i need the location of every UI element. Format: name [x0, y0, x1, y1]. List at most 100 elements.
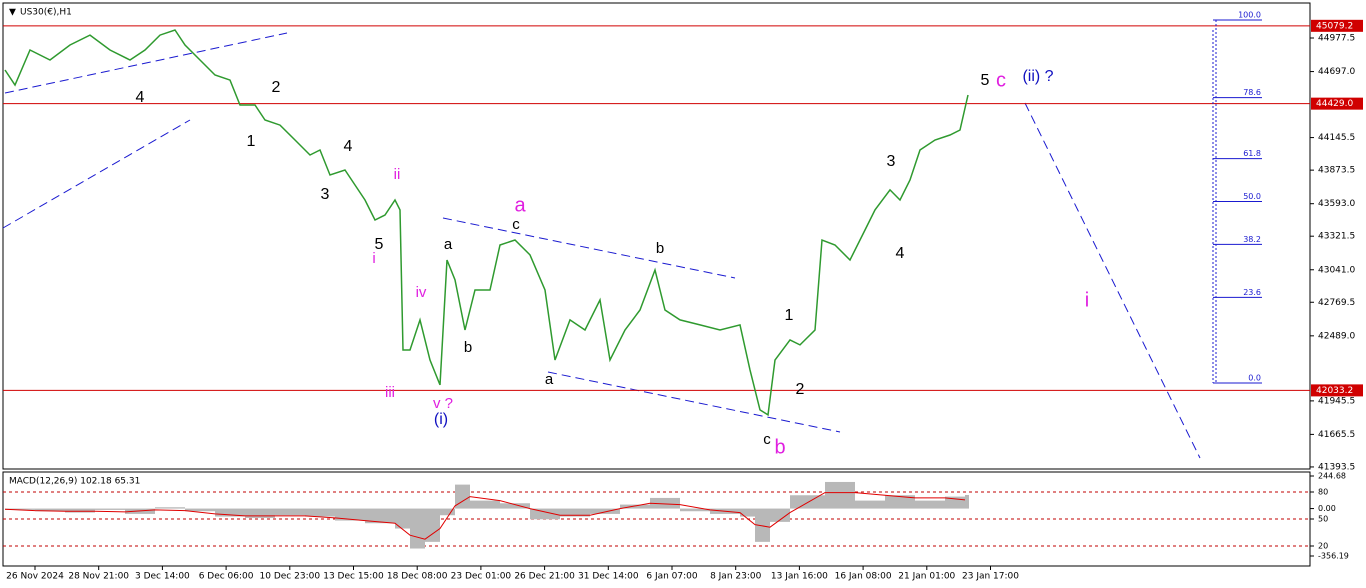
- x-tick-label: 26 Nov 2024: [6, 572, 64, 582]
- macd-signal: [4, 492, 966, 540]
- macd-bar: [215, 508, 245, 517]
- wave-label: a: [514, 194, 526, 216]
- y-tick-label: 42769.5: [1318, 298, 1355, 308]
- wave-label: 4: [896, 245, 905, 262]
- macd-bar: [855, 500, 885, 509]
- wave-label: iv: [416, 284, 427, 301]
- macd-tick-label: 20: [1318, 542, 1328, 551]
- trendlines: [2, 32, 1201, 459]
- x-tick-label: 3 Dec 14:00: [135, 572, 190, 582]
- x-tick-label: 10 Dec 23:00: [260, 572, 321, 582]
- trendline: [442, 217, 736, 279]
- wave-label: c: [512, 216, 520, 233]
- y-tick-label: 41393.5: [1318, 462, 1355, 472]
- x-tick-label: 13 Dec 15:00: [323, 572, 384, 582]
- macd-bar: [5, 508, 35, 510]
- macd-bar: [885, 495, 915, 509]
- y-tick-label: 43593.0: [1318, 199, 1355, 209]
- fib-label: 38.2: [1243, 235, 1261, 244]
- x-tick-label: 31 Dec 14:00: [578, 572, 639, 582]
- macd-tick-label: 80: [1318, 488, 1328, 497]
- level-box: [1311, 19, 1363, 32]
- fib-label: 61.8: [1243, 149, 1261, 158]
- fib-label: 100.0: [1238, 11, 1261, 20]
- wave-label: c: [996, 69, 1006, 91]
- macd-bar: [680, 508, 710, 512]
- macd-bar: [965, 494, 969, 509]
- macd-bar: [395, 508, 410, 529]
- wave-label: 4: [136, 89, 145, 106]
- symbol-arrow: ▼: [9, 8, 16, 18]
- x-tick-label: 6 Jan 07:00: [646, 572, 698, 582]
- macd-tick-label: -356.19: [1318, 552, 1349, 561]
- macd-bar: [620, 504, 650, 509]
- wave-label: a: [444, 236, 453, 253]
- trendline: [2, 119, 191, 229]
- chart-title: US30(€),H1: [20, 8, 72, 18]
- macd-bar: [740, 508, 755, 517]
- macd-bar: [155, 507, 185, 509]
- wave-label: 3: [321, 186, 330, 203]
- trendline: [4, 32, 288, 94]
- wave-label: 1: [247, 133, 256, 150]
- macd-bar: [500, 503, 530, 509]
- x-tick-label: 28 Nov 21:00: [68, 572, 129, 582]
- macd-bar: [455, 484, 470, 509]
- macd-title: MACD(12,26,9) 102.18 65.31: [9, 477, 140, 487]
- y-tick-label: 41665.5: [1318, 430, 1355, 440]
- x-tick-label: 21 Jan 01:00: [898, 572, 955, 582]
- wave-label: i: [372, 250, 375, 267]
- fib-label: 50.0: [1243, 192, 1261, 201]
- macd-bar: [275, 508, 305, 516]
- macd-bar: [335, 508, 365, 521]
- fib-label: 78.6: [1243, 88, 1261, 97]
- level-box: [1311, 384, 1363, 397]
- y-tick-label: 42489.0: [1318, 331, 1355, 341]
- y-tick-label: 43321.5: [1318, 232, 1355, 242]
- macd-bar: [440, 508, 455, 516]
- macd-bar: [825, 481, 855, 509]
- macd-bar: [410, 508, 425, 549]
- wave-label: b: [656, 240, 664, 257]
- level-label: 42033.2: [1316, 386, 1353, 396]
- wave-label: b: [464, 339, 472, 356]
- x-tick-label: 18 Dec 08:00: [387, 572, 448, 582]
- wave-label: ii: [394, 166, 401, 183]
- wave-label: c: [763, 431, 771, 448]
- fib-label: 0.0: [1248, 374, 1261, 383]
- wave-label: v ?: [433, 395, 453, 412]
- macd-bar: [470, 500, 500, 509]
- x-tick-label: 16 Jan 08:00: [835, 572, 892, 582]
- wave-label: 5: [375, 236, 384, 253]
- macd-bar: [305, 508, 335, 517]
- y-tick-label: 43873.5: [1318, 166, 1355, 176]
- level-box: [1311, 97, 1363, 110]
- price-line: [4, 29, 969, 417]
- wave-label: (ii) ?: [1022, 68, 1053, 85]
- macd-bar: [245, 508, 275, 518]
- macd-bar: [915, 500, 945, 509]
- macd-bar: [650, 497, 680, 509]
- macd-bar: [770, 508, 790, 522]
- y-tick-label: 43041.0: [1318, 265, 1355, 275]
- macd-bar: [65, 508, 95, 513]
- x-tick-label: 23 Jan 17:00: [962, 572, 1019, 582]
- wave-label: iii: [385, 384, 395, 401]
- trendline: [547, 371, 841, 433]
- wave-label: 2: [796, 381, 805, 398]
- y-tick-label: 44145.5: [1318, 133, 1355, 143]
- level-label: 44429.0: [1316, 99, 1353, 109]
- macd-bar: [790, 495, 825, 509]
- y-tick-label: 44697.0: [1318, 67, 1355, 77]
- macd-bar: [560, 508, 590, 517]
- wave-label: 1: [785, 307, 794, 324]
- macd-bar: [365, 508, 395, 524]
- wave-label: (i): [434, 411, 448, 428]
- wave-label: 3: [887, 153, 896, 170]
- macd-bar: [755, 508, 770, 542]
- wave-label: b: [774, 436, 785, 458]
- macd-bar: [530, 508, 560, 520]
- macd-tick-label: 0.00: [1318, 504, 1336, 513]
